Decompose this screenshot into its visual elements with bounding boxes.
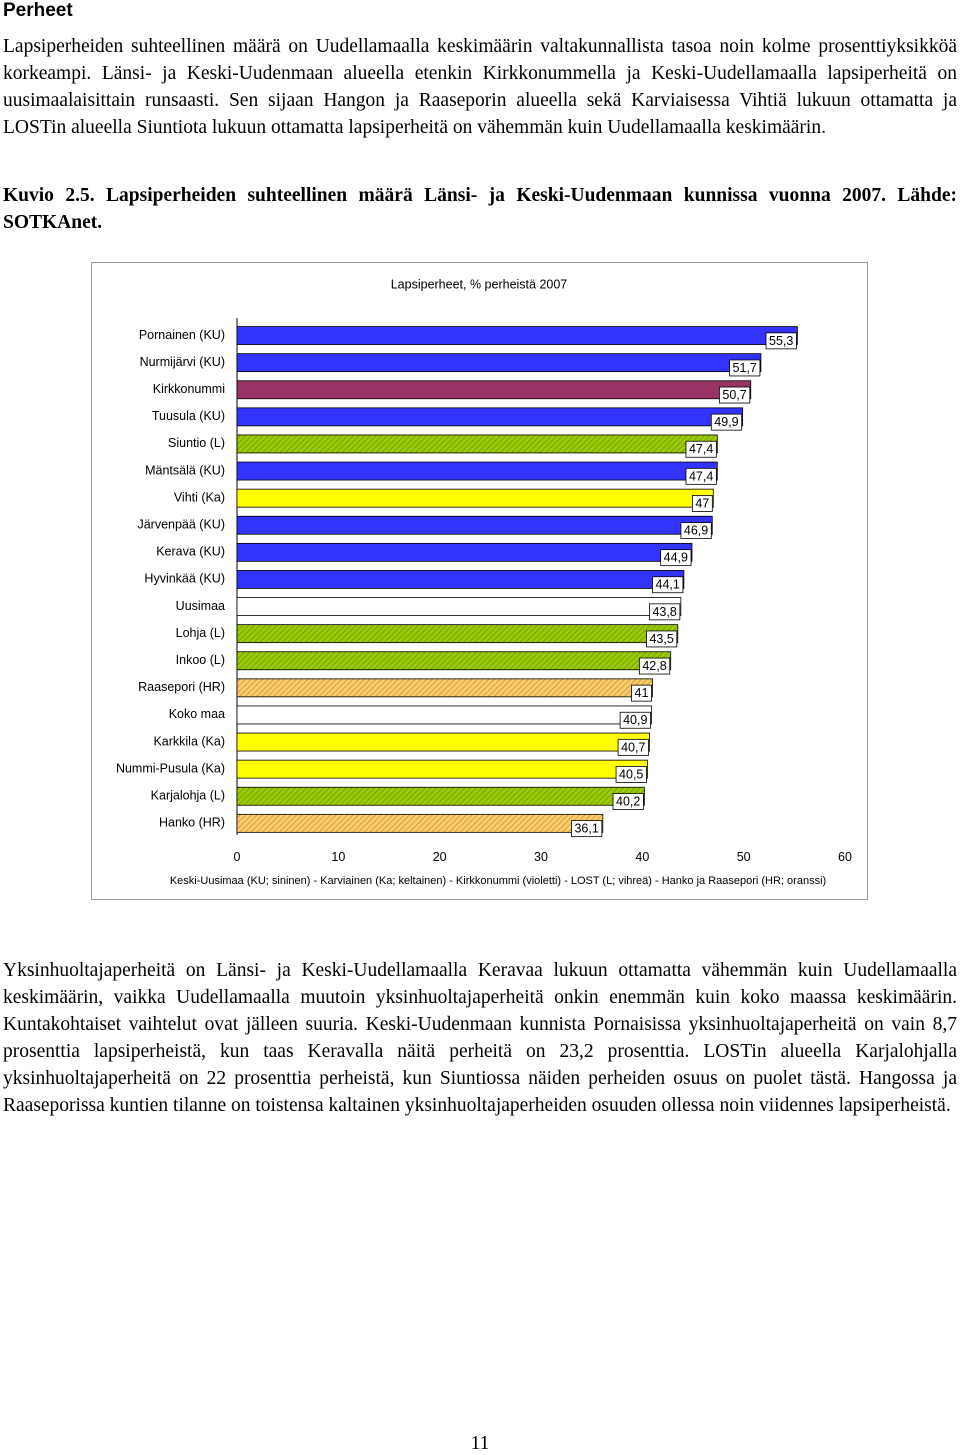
value-label-box <box>710 413 743 431</box>
value-label-box <box>729 359 761 377</box>
bar <box>236 597 682 616</box>
bar <box>236 570 685 589</box>
category-label: Pornainen (KU) <box>139 328 225 342</box>
bar <box>236 732 650 752</box>
bar <box>236 705 652 725</box>
bar <box>236 678 653 698</box>
x-axis-label: Keski-Uusimaa (KU; sininen) - Karviainen… <box>170 875 826 887</box>
category-label: Järvenpää (KU) <box>137 518 225 532</box>
bar <box>236 488 714 508</box>
figure-caption: Kuvio 2.5. Lapsiperheiden suhteellinen m… <box>3 185 957 233</box>
heading: Perheet <box>3 0 73 21</box>
value-label: 51,7 <box>733 361 757 375</box>
value-label-box <box>719 386 751 404</box>
bar <box>236 786 645 806</box>
value-label-box <box>638 657 671 675</box>
chart-title: Lapsiperheet, % perheistä 2007 <box>391 277 568 291</box>
category-label: Uusimaa <box>176 599 225 613</box>
bar <box>236 542 693 562</box>
bar <box>236 461 718 481</box>
value-label-box <box>612 793 644 810</box>
value-label-box <box>685 467 717 485</box>
x-tick-label: 50 <box>737 850 751 864</box>
value-label: 44,9 <box>664 551 688 565</box>
bar <box>236 434 718 454</box>
value-label: 43,8 <box>652 605 676 619</box>
x-tick-label: 30 <box>534 850 548 864</box>
category-label: Koko maa <box>169 707 225 721</box>
bar <box>236 353 762 373</box>
bar <box>236 407 744 427</box>
value-label-box <box>646 630 678 648</box>
paragraph: Yksinhuoltajaperheitä on Länsi- ja Keski… <box>3 960 957 1116</box>
value-label: 49,9 <box>714 415 738 429</box>
x-tick-label: 10 <box>331 850 345 864</box>
category-label: Nurmijärvi (KU) <box>140 355 225 369</box>
category-label: Tuusula (KU) <box>152 409 225 423</box>
value-label-box <box>685 440 717 458</box>
category-label: Inkoo (L) <box>176 653 225 667</box>
value-label: 44,1 <box>656 578 680 592</box>
category-label: Nummi-Pusula (Ka) <box>116 761 225 775</box>
value-label: 40,9 <box>623 713 647 727</box>
category-label: Karjalohja (L) <box>151 789 225 803</box>
value-label: 47,4 <box>689 469 713 483</box>
value-label-box <box>631 684 652 702</box>
category-label: Hyvinkää (KU) <box>144 572 225 586</box>
chart: Lapsiperheet, % perheistä 2007 Keski-Uus… <box>91 262 868 900</box>
category-label: Raasepori (HR) <box>138 680 225 694</box>
value-label: 47 <box>695 496 709 510</box>
x-tick-label: 0 <box>234 850 241 864</box>
x-tick-label: 60 <box>838 850 852 864</box>
value-label-box <box>619 711 651 729</box>
value-label-box <box>617 738 649 756</box>
bar <box>236 326 798 345</box>
value-label: 55,3 <box>769 334 793 348</box>
page-number: 11 <box>470 1433 490 1454</box>
value-label: 40,2 <box>616 795 640 809</box>
category-label: Siuntio (L) <box>168 436 225 450</box>
value-label-box <box>649 603 681 621</box>
value-label-box <box>680 522 712 539</box>
value-label: 41 <box>635 686 649 700</box>
value-label: 42,8 <box>642 659 666 673</box>
category-label: Karkkila (Ka) <box>153 734 225 748</box>
category-label: Mäntsälä (KU) <box>145 463 225 477</box>
value-label: 50,7 <box>722 388 746 402</box>
value-label-box <box>660 549 692 567</box>
value-label-box <box>652 576 684 594</box>
value-label: 40,7 <box>621 740 645 754</box>
category-label: Kerava (KU) <box>156 545 225 559</box>
paragraph: Lapsiperheiden suhteellinen määrä on Uud… <box>3 36 957 138</box>
value-label: 36,1 <box>574 822 598 836</box>
bar <box>236 515 713 535</box>
value-label-box <box>691 495 713 512</box>
value-label-box <box>615 766 647 783</box>
bar <box>236 651 672 671</box>
bar <box>236 624 679 644</box>
value-label-box <box>765 332 797 350</box>
bar <box>236 380 752 400</box>
value-label: 43,5 <box>649 632 673 646</box>
x-tick-label: 40 <box>635 850 649 864</box>
bar <box>236 759 648 779</box>
category-label: Kirkkonummi <box>153 382 225 396</box>
bar <box>236 813 604 833</box>
value-label-box <box>571 820 603 838</box>
category-label: Vihti (Ka) <box>174 490 225 504</box>
category-label: Lohja (L) <box>176 626 225 640</box>
value-label: 47,4 <box>689 442 713 456</box>
x-tick-label: 20 <box>433 850 447 864</box>
category-label: Hanko (HR) <box>159 816 225 830</box>
value-label: 40,5 <box>619 767 643 781</box>
value-label: 46,9 <box>684 524 708 538</box>
